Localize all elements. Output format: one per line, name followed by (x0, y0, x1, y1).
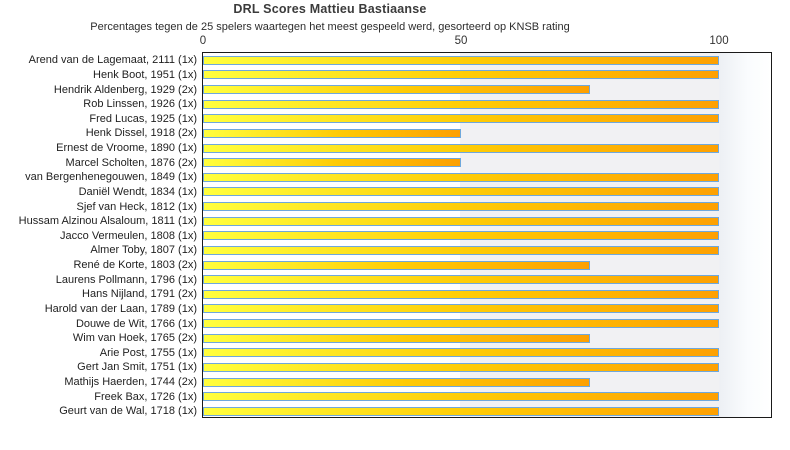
chart-row (203, 155, 771, 170)
row-label-9: Daniël Wendt, 1834 (1x) (78, 185, 197, 198)
category-labels: Arend van de Lagemaat, 2111 (1x) Henk Boo… (0, 53, 197, 419)
chart-row (203, 214, 771, 229)
bar-4 (203, 114, 719, 124)
bar-8 (203, 172, 719, 182)
x-axis-tick-100: 100 (709, 35, 729, 47)
chart-row (203, 316, 771, 331)
chart-row (203, 346, 771, 361)
row-label-5: Henk Dissel, 1918 (2x) (85, 127, 197, 140)
row-label-24: Geurt van de Wal, 1718 (1x) (59, 405, 197, 418)
chart-subtitle: Percentages tegen de 25 spelers waartege… (90, 21, 570, 33)
bar-19 (203, 333, 590, 343)
chart-row (203, 229, 771, 244)
row-label-20: Arie Post, 1755 (1x) (99, 346, 197, 359)
bar-14 (203, 260, 590, 270)
chart-row (203, 82, 771, 97)
bar-12 (203, 231, 719, 241)
row-label-18: Douwe de Wit, 1766 (1x) (75, 317, 197, 330)
chart-row (203, 112, 771, 127)
x-axis-tick-0: 0 (199, 35, 207, 47)
chart-row (203, 360, 771, 375)
chart-row (203, 331, 771, 346)
row-label-1: Henk Boot, 1951 (1x) (93, 68, 197, 81)
row-label-19: Wim van Hoek, 1765 (2x) (72, 332, 197, 345)
chart-row (203, 375, 771, 390)
bar-11 (203, 216, 719, 226)
row-label-22: Mathijs Haerden, 1744 (2x) (64, 376, 197, 389)
bar-3 (203, 99, 719, 109)
chart-row (203, 404, 771, 419)
bar-22 (203, 377, 590, 387)
row-label-2: Hendrik Aldenberg, 1929 (2x) (53, 83, 197, 96)
row-label-0: Arend van de Lagemaat, 2111 (1x) (28, 54, 197, 67)
chart-row (203, 302, 771, 317)
bar-20 (203, 348, 719, 358)
row-label-13: Almer Toby, 1807 (1x) (90, 244, 197, 257)
chart-row (203, 258, 771, 273)
row-label-23: Freek Bax, 1726 (1x) (94, 390, 197, 403)
row-label-11: Hussam Alzinou Alsaloum, 1811 (1x) (18, 215, 197, 228)
x-axis-tick-50: 50 (454, 35, 468, 47)
chart-row (203, 199, 771, 214)
chart-row (203, 53, 771, 68)
chart-row (203, 185, 771, 200)
row-label-14: René de Korte, 1803 (2x) (73, 259, 197, 272)
row-label-16: Hans Nijland, 1791 (2x) (82, 288, 197, 301)
bar-23 (203, 392, 719, 402)
row-label-3: Rob Linssen, 1926 (1x) (83, 98, 197, 111)
row-label-7: Marcel Scholten, 1876 (2x) (65, 156, 197, 169)
bar-6 (203, 143, 719, 153)
chart-row (203, 97, 771, 112)
row-label-10: Sjef van Heck, 1812 (1x) (76, 200, 197, 213)
row-label-8: van Bergenhenegouwen, 1849 (1x) (25, 171, 197, 184)
bar-5 (203, 128, 461, 138)
row-label-21: Gert Jan Smit, 1751 (1x) (77, 361, 197, 374)
row-label-4: Fred Lucas, 1925 (1x) (89, 112, 197, 125)
bar-21 (203, 362, 719, 372)
row-label-17: Harold van der Laan, 1789 (1x) (44, 302, 197, 315)
row-label-6: Ernest de Vroome, 1890 (1x) (56, 142, 197, 155)
bar-17 (203, 304, 719, 314)
plot-area (202, 52, 772, 418)
row-label-15: Laurens Pollmann, 1796 (1x) (55, 273, 197, 286)
bar-16 (203, 289, 719, 299)
chart-row (203, 141, 771, 156)
bar-1 (203, 70, 719, 80)
bar-2 (203, 85, 590, 95)
bar-7 (203, 158, 461, 168)
chart-row (203, 243, 771, 258)
bar-9 (203, 187, 719, 197)
bar-0 (203, 55, 719, 65)
bar-10 (203, 202, 719, 212)
bar-15 (203, 275, 719, 285)
bar-24 (203, 406, 719, 416)
chart-row (203, 170, 771, 185)
chart-title: DRL Scores Mattieu Bastiaanse (233, 2, 427, 16)
chart-header: DRL Scores Mattieu Bastiaanse Percentage… (0, 2, 660, 33)
bar-13 (203, 245, 719, 255)
row-label-12: Jacco Vermeulen, 1808 (1x) (60, 229, 197, 242)
chart-row (203, 389, 771, 404)
chart-row (203, 126, 771, 141)
chart-row (203, 68, 771, 83)
chart-row (203, 272, 771, 287)
chart-row (203, 287, 771, 302)
bar-18 (203, 319, 719, 329)
